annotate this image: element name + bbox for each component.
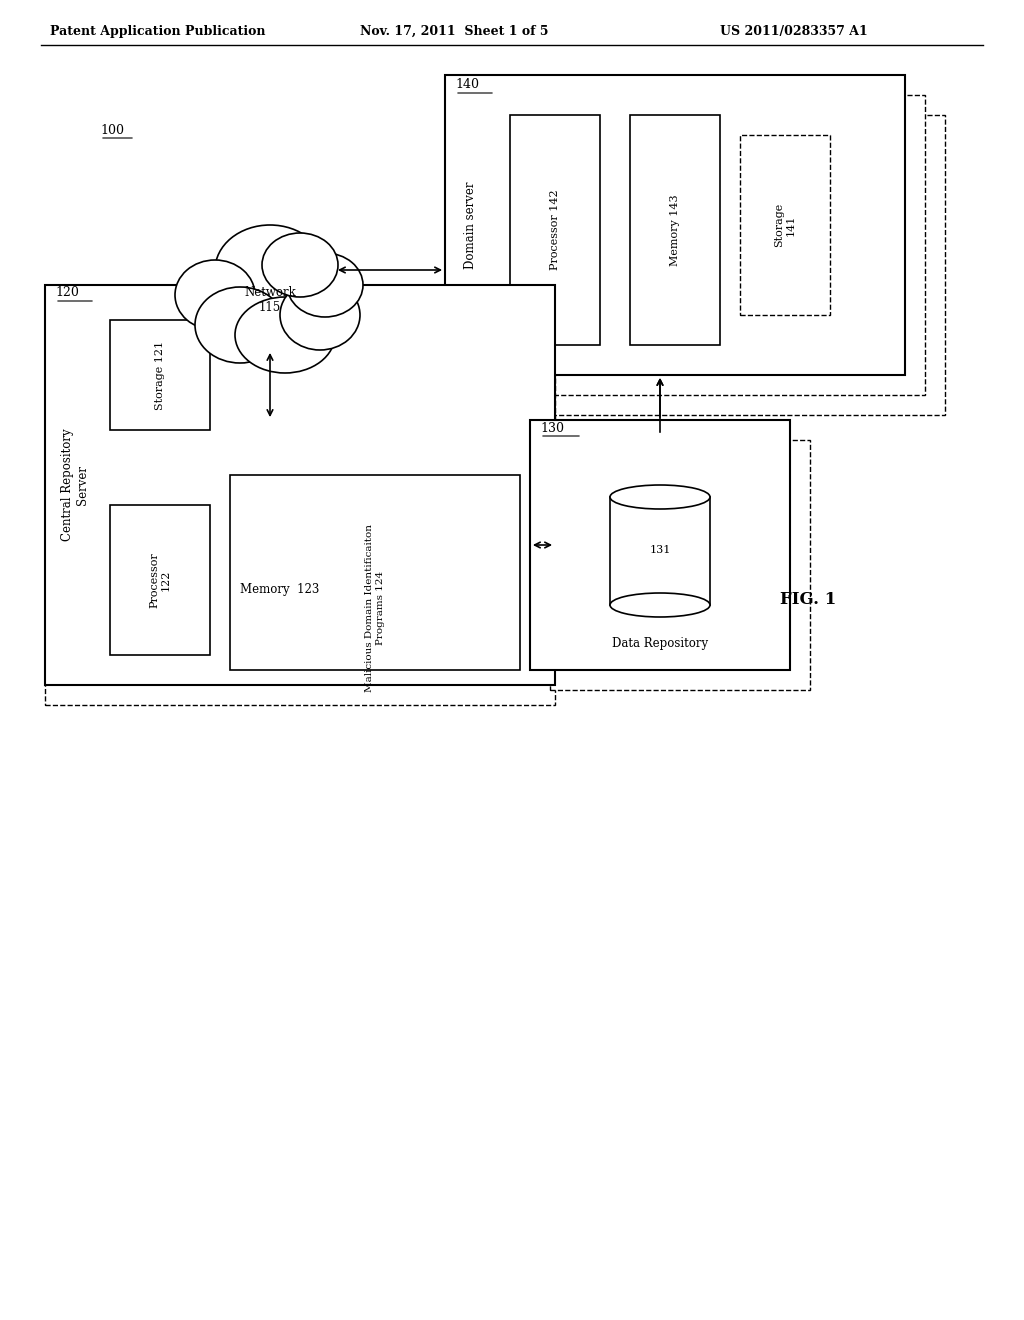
Bar: [485, 115, 945, 414]
Text: Storage
141: Storage 141: [774, 203, 796, 247]
Text: FIG. 1: FIG. 1: [780, 591, 837, 609]
Bar: [445, 75, 905, 375]
Text: 130: 130: [540, 421, 564, 434]
Text: Memory  123: Memory 123: [240, 583, 319, 597]
Bar: [530, 420, 790, 671]
Text: Domain server: Domain server: [464, 181, 476, 269]
Text: Processor 142: Processor 142: [550, 190, 560, 271]
Bar: [45, 305, 555, 705]
Text: Memory 143: Memory 143: [670, 194, 680, 265]
Ellipse shape: [215, 224, 325, 315]
Text: 131: 131: [649, 545, 671, 554]
Ellipse shape: [234, 297, 335, 374]
Ellipse shape: [610, 484, 710, 510]
Ellipse shape: [610, 593, 710, 616]
Text: 140: 140: [455, 78, 479, 91]
Bar: [45, 285, 555, 685]
Bar: [630, 115, 720, 345]
Text: Network
115: Network 115: [244, 286, 296, 314]
Ellipse shape: [280, 280, 360, 350]
Ellipse shape: [262, 234, 338, 297]
Bar: [230, 475, 520, 671]
Bar: [110, 506, 210, 655]
Ellipse shape: [287, 253, 362, 317]
Ellipse shape: [195, 286, 285, 363]
Bar: [550, 440, 810, 690]
Text: 100: 100: [100, 124, 124, 136]
Text: Nov. 17, 2011  Sheet 1 of 5: Nov. 17, 2011 Sheet 1 of 5: [360, 25, 549, 38]
Text: Storage 121: Storage 121: [155, 341, 165, 409]
Text: US 2011/0283357 A1: US 2011/0283357 A1: [720, 25, 867, 38]
Bar: [465, 95, 925, 395]
Text: Patent Application Publication: Patent Application Publication: [50, 25, 265, 38]
Text: Central Repository
Server: Central Repository Server: [61, 429, 89, 541]
Bar: [610, 498, 710, 605]
Text: Data Repository: Data Repository: [612, 638, 708, 651]
Bar: [110, 319, 210, 430]
Ellipse shape: [175, 260, 255, 330]
Bar: [510, 115, 600, 345]
Text: 120: 120: [55, 286, 79, 300]
Bar: [740, 135, 830, 315]
Text: Malicious Domain Identificaiton
Programs 124: Malicious Domain Identificaiton Programs…: [366, 524, 385, 692]
Text: Processor
122: Processor 122: [150, 552, 171, 609]
